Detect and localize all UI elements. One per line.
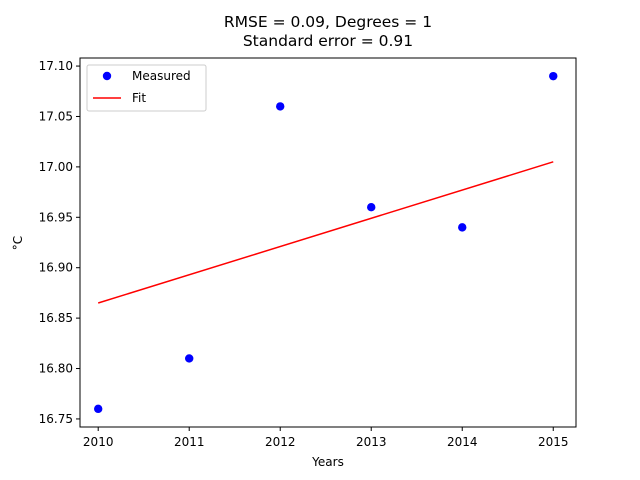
x-tick-label: 2010: [83, 435, 114, 449]
measured-point: [94, 404, 103, 414]
y-tick-label: 16.85: [39, 311, 73, 325]
chart-title-line: Standard error = 0.91: [243, 32, 413, 50]
y-tick-label: 17.05: [39, 109, 73, 123]
x-tick-label: 2011: [174, 435, 205, 449]
x-tick-label: 2012: [265, 435, 296, 449]
y-tick-label: 16.95: [39, 210, 73, 224]
y-axis-label: °C: [11, 236, 25, 250]
chart-title-line: RMSE = 0.09, Degrees = 1: [224, 13, 432, 31]
x-tick-label: 2014: [447, 435, 478, 449]
y-axis: 16.75 16.80 16.85 16.90 16.95 17.00 17.05 17.10: [39, 59, 80, 426]
measured-point: [276, 102, 285, 111]
measured-point: [185, 354, 194, 363]
legend-label: Measured: [132, 69, 191, 83]
y-tick-label: 17.00: [39, 160, 73, 174]
legend-label: Fit: [132, 91, 146, 105]
measured-point: [549, 71, 558, 81]
measured-point: [367, 203, 376, 212]
y-tick-label: 17.10: [39, 59, 73, 73]
y-tick-label: 16.75: [39, 412, 73, 426]
x-tick-label: 2013: [356, 435, 387, 449]
legend-box: [86, 64, 207, 112]
x-tick-label: 2015: [538, 435, 569, 449]
legend: Measured Fit: [86, 64, 207, 112]
y-tick-label: 16.90: [39, 261, 73, 275]
x-axis-label: Years: [311, 455, 344, 469]
plot-area: [79, 57, 577, 428]
measured-point: [458, 223, 467, 232]
x-axis: 2010 2011 2012 2013 2014 2015: [83, 427, 569, 449]
legend-marker-measured: [102, 71, 112, 81]
series-layer: [94, 71, 558, 414]
y-tick-label: 16.80: [39, 362, 73, 376]
fit-line: [97, 161, 554, 304]
